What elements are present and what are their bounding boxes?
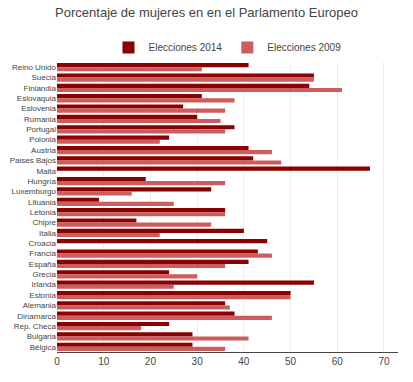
svg-text:Elecciones 2009: Elecciones 2009 (267, 42, 341, 53)
svg-text:Irlanda: Irlanda (32, 280, 57, 289)
svg-text:Polonia: Polonia (29, 135, 56, 144)
svg-text:20: 20 (145, 356, 157, 367)
svg-text:Porcentaje de mujeres en en el: Porcentaje de mujeres en en el Parlament… (55, 5, 358, 20)
svg-text:Croacia: Croacia (28, 239, 56, 248)
svg-text:España: España (29, 260, 57, 269)
svg-text:Rumania: Rumania (24, 115, 57, 124)
svg-text:Bulgaria: Bulgaria (27, 332, 57, 341)
svg-text:Lituania: Lituania (28, 198, 57, 207)
svg-text:10: 10 (98, 356, 110, 367)
svg-text:0: 0 (54, 356, 60, 367)
svg-text:Italia: Italia (39, 229, 56, 238)
svg-text:Hungría: Hungría (28, 177, 57, 186)
svg-text:Malta: Malta (36, 167, 56, 176)
svg-text:Paises Bajos: Paises Bajos (10, 156, 56, 165)
svg-text:Eslovenia: Eslovenia (21, 104, 56, 113)
svg-text:Bélgica: Bélgica (30, 343, 57, 352)
svg-text:Dinamarca: Dinamarca (17, 312, 56, 321)
svg-text:Chipre: Chipre (32, 218, 56, 227)
svg-text:Elecciones 2014: Elecciones 2014 (149, 42, 223, 53)
svg-text:Alemania: Alemania (23, 301, 57, 310)
svg-text:Eslovaquia: Eslovaquia (17, 94, 57, 103)
svg-text:30: 30 (192, 356, 204, 367)
svg-text:50: 50 (285, 356, 297, 367)
svg-text:Suecia: Suecia (32, 73, 57, 82)
svg-text:Luxemburgo: Luxemburgo (12, 187, 57, 196)
svg-text:Reino Unido: Reino Unido (12, 63, 57, 72)
svg-text:Estonia: Estonia (29, 291, 56, 300)
svg-text:Rep. Checa: Rep. Checa (14, 322, 57, 331)
svg-text:Francia: Francia (29, 249, 56, 258)
svg-text:Portugal: Portugal (26, 125, 56, 134)
svg-text:70: 70 (378, 356, 390, 367)
svg-text:Austria: Austria (31, 146, 56, 155)
svg-text:60: 60 (332, 356, 344, 367)
svg-text:Finlandia: Finlandia (24, 84, 57, 93)
svg-text:40: 40 (238, 356, 250, 367)
svg-text:Grecia: Grecia (32, 270, 56, 279)
svg-text:Letonia: Letonia (30, 208, 57, 217)
